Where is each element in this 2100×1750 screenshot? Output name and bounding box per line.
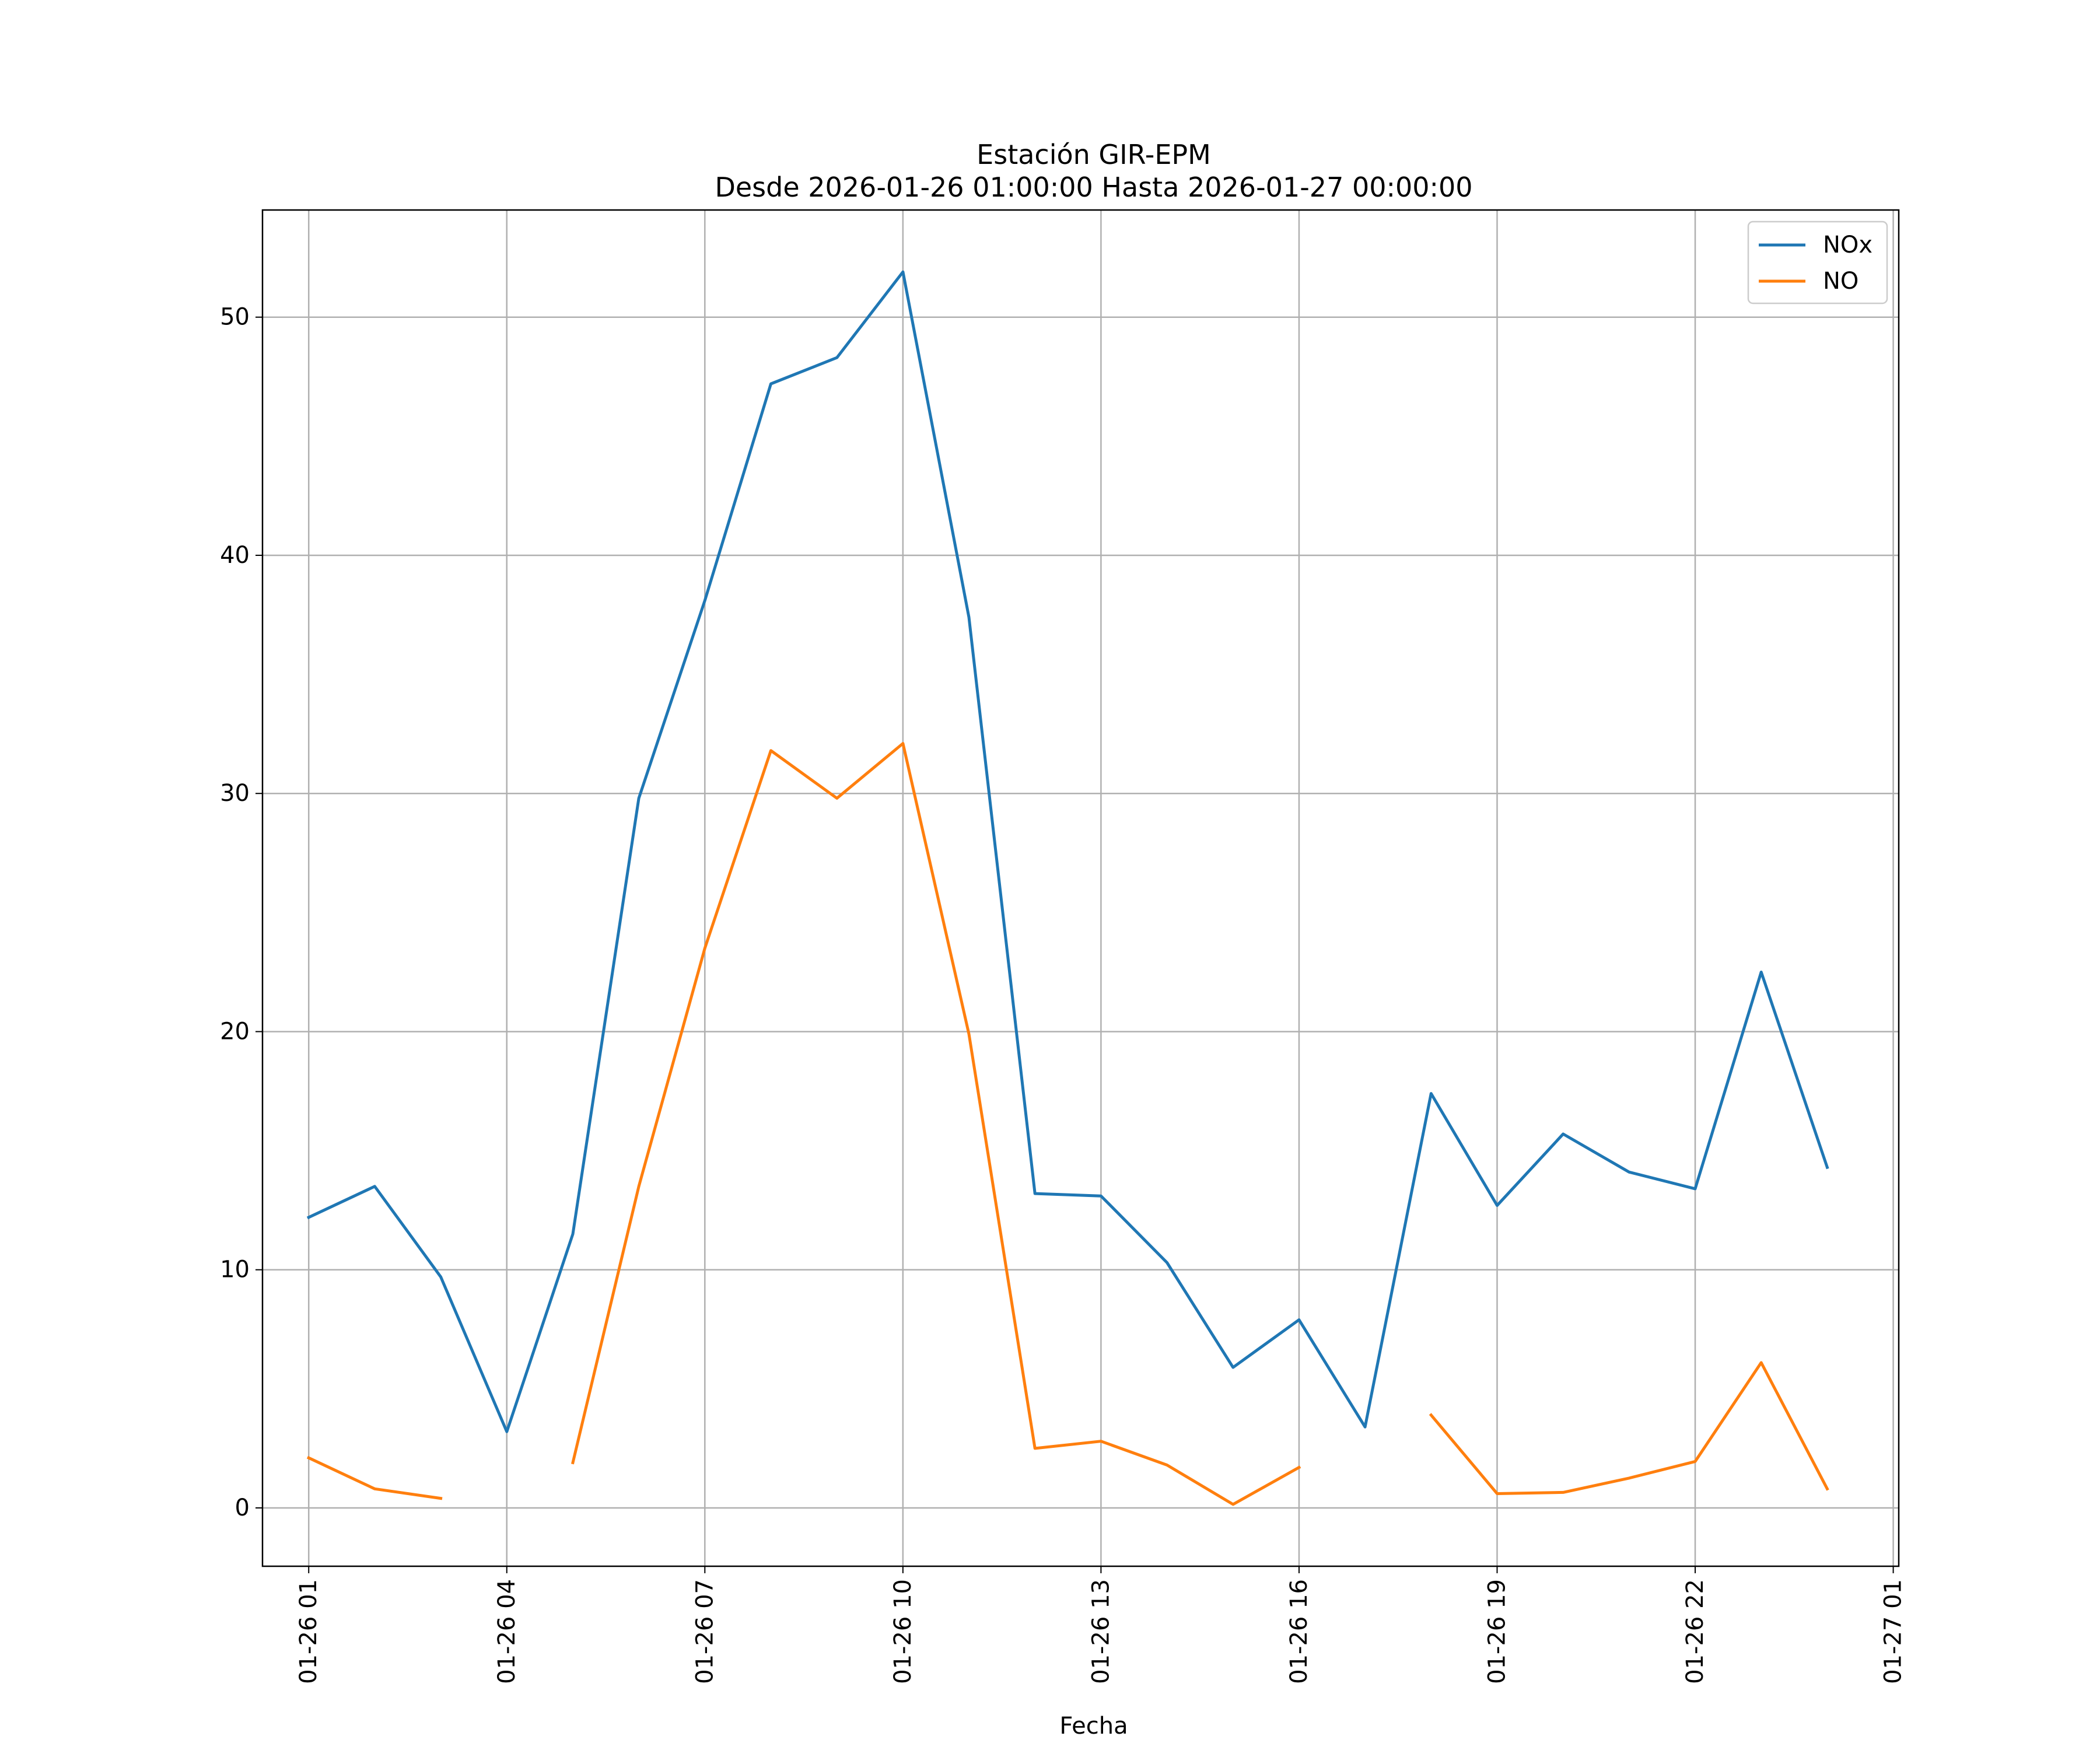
x-tick-label: 01-26 19 bbox=[1483, 1579, 1510, 1684]
y-tick-label: 50 bbox=[220, 304, 250, 331]
x-tick-label: 01-26 01 bbox=[295, 1579, 322, 1684]
x-tick-label: 01-26 22 bbox=[1682, 1579, 1709, 1684]
x-tick-label: 01-26 04 bbox=[494, 1579, 520, 1684]
legend-label: NO bbox=[1823, 268, 1859, 295]
x-axis-label: Fecha bbox=[1059, 1713, 1128, 1740]
x-tick-label: 01-26 10 bbox=[890, 1579, 916, 1684]
legend: NOx NO bbox=[1747, 220, 1888, 304]
plot-frame bbox=[261, 209, 1900, 1567]
x-tick-label: 01-26 13 bbox=[1087, 1579, 1114, 1684]
series-lines bbox=[306, 270, 1829, 1506]
grid-lines bbox=[262, 210, 1899, 1566]
y-tick-label: 0 bbox=[235, 1494, 250, 1521]
chart-title: Estación GIR-EPM bbox=[977, 139, 1211, 170]
x-tick-label: 01-26 07 bbox=[691, 1579, 718, 1684]
y-tick-label: 20 bbox=[220, 1018, 250, 1045]
chart-subtitle: Desde 2026-01-26 01:00:00 Hasta 2026-01-… bbox=[715, 172, 1473, 203]
y-tick-label: 30 bbox=[220, 780, 250, 807]
x-tick-label: 01-27 01 bbox=[1880, 1579, 1907, 1684]
series-line-nox bbox=[306, 270, 1829, 1433]
series-line-no bbox=[306, 742, 1829, 1506]
legend-label: NOx bbox=[1823, 232, 1873, 258]
y-tick-label: 40 bbox=[220, 542, 250, 569]
x-tick-label: 01-26 16 bbox=[1286, 1579, 1312, 1684]
legend-box bbox=[1747, 220, 1888, 304]
axis-ticks: 01-26 01 01-26 04 01-26 07 01-26 10 01-26 13… bbox=[220, 304, 1906, 1684]
y-tick-label: 10 bbox=[220, 1256, 250, 1283]
